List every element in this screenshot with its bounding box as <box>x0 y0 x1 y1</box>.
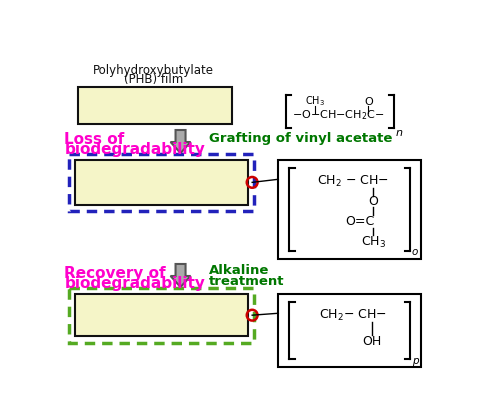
Text: OH: OH <box>362 335 382 348</box>
Text: Recovery of: Recovery of <box>64 265 166 280</box>
Text: O=C: O=C <box>345 215 374 228</box>
Bar <box>75 160 248 205</box>
Text: treatment: treatment <box>209 275 285 288</box>
Bar <box>78 87 232 124</box>
Text: CH$_3$: CH$_3$ <box>305 94 325 109</box>
Polygon shape <box>170 264 191 287</box>
Text: Grafting of vinyl acetate: Grafting of vinyl acetate <box>209 132 393 145</box>
Text: biodegradability: biodegradability <box>64 142 205 157</box>
Bar <box>278 294 421 367</box>
Text: o: o <box>411 248 418 258</box>
Text: O: O <box>369 195 378 208</box>
Text: CH$_2$ $-$ CH$-$: CH$_2$ $-$ CH$-$ <box>317 174 389 189</box>
Text: Polyhydroxybutylate: Polyhydroxybutylate <box>93 64 214 77</box>
Text: Loss of: Loss of <box>64 132 124 147</box>
Bar <box>69 154 254 211</box>
Text: O: O <box>364 97 373 106</box>
Text: p: p <box>411 356 418 366</box>
Text: $-$O$-$CH$-$CH$_2$C$-$: $-$O$-$CH$-$CH$_2$C$-$ <box>292 108 384 121</box>
Text: n: n <box>396 129 402 139</box>
Text: CH$_2$$-$ CH$-$: CH$_2$$-$ CH$-$ <box>320 308 387 323</box>
Polygon shape <box>170 130 191 153</box>
Bar <box>69 288 254 342</box>
Text: CH$_3$: CH$_3$ <box>361 235 386 250</box>
Text: biodegradability: biodegradability <box>64 275 205 290</box>
Text: Alkaline: Alkaline <box>209 264 269 277</box>
Bar <box>278 160 421 259</box>
Bar <box>75 294 248 337</box>
Text: (PHB) film: (PHB) film <box>124 73 183 86</box>
